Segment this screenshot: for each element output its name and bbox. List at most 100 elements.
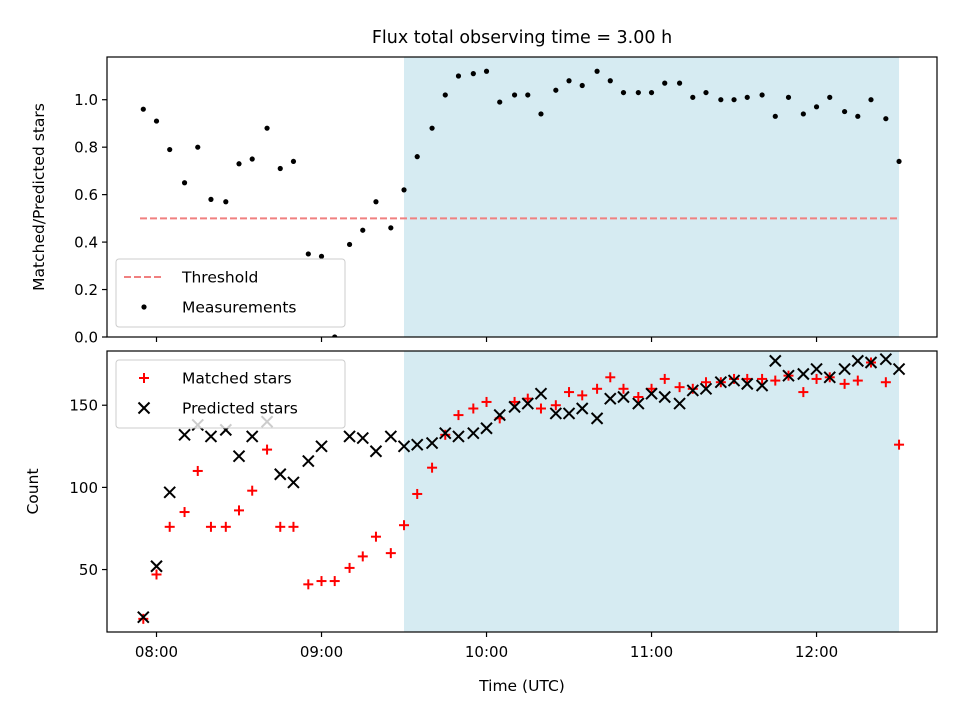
predicted-stars-point: [727, 374, 741, 387]
matched-stars-point: [262, 444, 273, 455]
y-axis-label: Matched/Predicted stars: [30, 103, 48, 291]
matched-stars-point: [894, 439, 905, 450]
predicted-point-b: [797, 367, 810, 381]
predicted-stars-point: [356, 431, 369, 445]
matched-stars-point: [481, 396, 492, 407]
measurement-point: [841, 108, 848, 115]
predicted-point-b: [369, 445, 383, 458]
measurement-point: [718, 97, 724, 103]
predicted-stars-point: [287, 476, 300, 489]
y-tick-label: 0.8: [74, 139, 98, 157]
predicted-point-b: [287, 476, 300, 489]
predicted-point-b: [411, 438, 424, 451]
predicted-point-b: [521, 397, 534, 410]
measurement-point: [676, 80, 683, 86]
legend: Matched stars Predicted stars: [115, 359, 346, 429]
predicted-stars-point: [823, 371, 836, 384]
measurement-point: [497, 99, 503, 105]
measurement-point: [181, 180, 188, 186]
predicted-stars-point: [562, 407, 576, 420]
y-tick-label: 100: [69, 479, 98, 497]
measurement-point: [264, 125, 270, 131]
predicted-point-b: [384, 430, 398, 443]
y-tick-label: 0.0: [74, 329, 98, 347]
predicted-stars-point: [508, 400, 521, 414]
matched-stars-point: [288, 521, 299, 532]
measurement-point: [167, 146, 173, 153]
matched-stars-point: [440, 429, 451, 440]
matched-stars-point: [151, 569, 162, 580]
legend-label: Predicted stars: [182, 400, 298, 418]
measurement-point: [785, 94, 792, 100]
predicted-point-b: [356, 431, 369, 445]
predicted-point-b: [439, 426, 452, 440]
predicted-stars-point: [178, 428, 191, 442]
predicted-stars-point: [480, 422, 493, 435]
measurement-point: [855, 113, 861, 119]
predicted-point-b: [838, 362, 851, 376]
measurement-point: [318, 253, 325, 259]
predicted-point-b: [150, 560, 163, 573]
predicted-point-b: [204, 430, 218, 443]
matched-stars-point: [852, 375, 863, 386]
predicted-point-b: [163, 486, 176, 499]
plot-area: [140, 68, 902, 337]
matched-stars-point: [659, 373, 670, 384]
predicted-point-b: [315, 440, 328, 453]
predicted-stars-point: [467, 426, 480, 440]
predicted-stars-point: [782, 369, 795, 382]
predicted-stars-point: [384, 430, 398, 443]
predicted-point-b: [658, 390, 671, 404]
predicted-stars-point: [343, 430, 356, 443]
matched-stars-point: [798, 387, 809, 398]
y-tick-label: 0.6: [74, 186, 98, 204]
matched-stars-point: [453, 410, 464, 421]
measurement-point: [759, 92, 765, 98]
matched-stars-point: [205, 521, 216, 532]
matched-stars-point: [577, 390, 588, 401]
matched-stars-point: [522, 393, 533, 404]
measurement-point: [525, 92, 531, 98]
measurement-point: [648, 89, 655, 96]
matched-stars-point: [370, 531, 381, 542]
observing-window-band: [404, 57, 900, 337]
legend: Threshold Measurements: [115, 258, 346, 328]
measurement-point: [401, 187, 407, 193]
predicted-stars-point: [232, 449, 246, 463]
predicted-point-b: [397, 440, 411, 453]
predicted-stars-point: [452, 430, 465, 443]
predicted-stars-point: [658, 390, 671, 404]
matched-stars-point: [509, 396, 520, 407]
predicted-point-b: [534, 387, 548, 400]
legend-measurements-key: [141, 304, 147, 310]
predicted-stars-point: [439, 426, 452, 440]
predicted-stars-point: [879, 353, 893, 366]
axes-frame: [106, 350, 938, 633]
predicted-stars-point: [163, 486, 176, 499]
x-tick-label: 10:00: [465, 643, 508, 661]
measurement-point: [290, 158, 297, 165]
predicted-point-b: [137, 611, 150, 624]
legend-box: [115, 258, 346, 328]
predicted-stars-point: [369, 445, 383, 458]
predicted-point-b: [467, 426, 480, 440]
predicted-stars-point: [769, 354, 782, 368]
predicted-point-b: [617, 390, 630, 404]
measurement-point: [414, 154, 420, 160]
measurement-point: [594, 68, 600, 74]
predicted-point-b: [343, 430, 356, 443]
measurement-point: [140, 106, 146, 112]
matched-stars-point: [811, 373, 822, 384]
matched-stars-point: [138, 613, 149, 624]
predicted-stars-point: [274, 468, 287, 481]
predicted-stars-point: [397, 440, 411, 453]
measurement-point: [470, 71, 476, 77]
predicted-stars-point: [521, 397, 534, 410]
matched-stars-point: [220, 521, 231, 532]
matched-stars-point: [633, 392, 644, 403]
predicted-stars-point: [204, 430, 218, 443]
count-panel: 50 100 150 08:00 09:00 10:00 11:00 12:00 Count Ti…: [24, 350, 938, 695]
x-tick-label: 12:00: [795, 643, 838, 661]
predicted-stars-point: [699, 382, 713, 396]
